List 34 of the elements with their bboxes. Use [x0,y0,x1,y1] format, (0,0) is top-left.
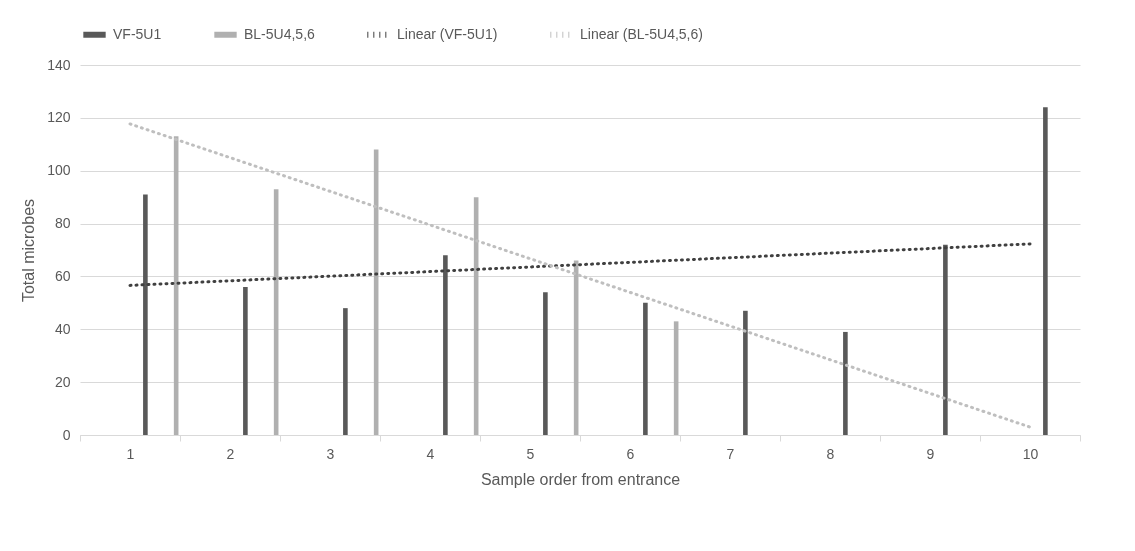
bar [743,310,748,435]
x-tick-label: 9 [926,445,935,462]
y-tick-label: 140 [47,56,71,73]
bar [443,255,448,435]
x-tick-label: 10 [1022,445,1039,462]
legend-label: VF-5U1 [113,25,162,42]
bar [943,244,948,435]
x-tick-label: 3 [326,445,335,462]
y-tick-label: 60 [54,267,71,284]
legend-label: Linear (VF-5U1) [397,25,498,42]
x-axis-title: Sample order from entrance [480,470,681,488]
y-tick-label: 0 [62,426,71,443]
y-tick-label: 120 [47,109,71,126]
y-axis-title: Total microbes [20,198,38,303]
bar [543,292,548,435]
x-tick-label: 7 [726,445,735,462]
bar [843,331,848,435]
x-tick-label: 5 [526,445,535,462]
y-tick-label: 80 [54,215,71,232]
y-tick-label: 20 [54,373,71,390]
x-tick-label: 6 [626,445,635,462]
legend-label: BL-5U4,5,6 [244,25,316,42]
x-tick-label: 4 [426,445,435,462]
legend-label: Linear (BL-5U4,5,6) [580,25,703,42]
x-tick-label: 1 [126,445,135,462]
x-tick-label: 2 [226,445,235,462]
bar [1043,107,1048,435]
x-tick-label: 8 [826,445,835,462]
bar [143,194,148,435]
y-tick-label: 100 [47,162,71,179]
bar [643,302,648,435]
y-tick-label: 40 [54,320,71,337]
bar [343,308,348,435]
bar [243,287,248,435]
